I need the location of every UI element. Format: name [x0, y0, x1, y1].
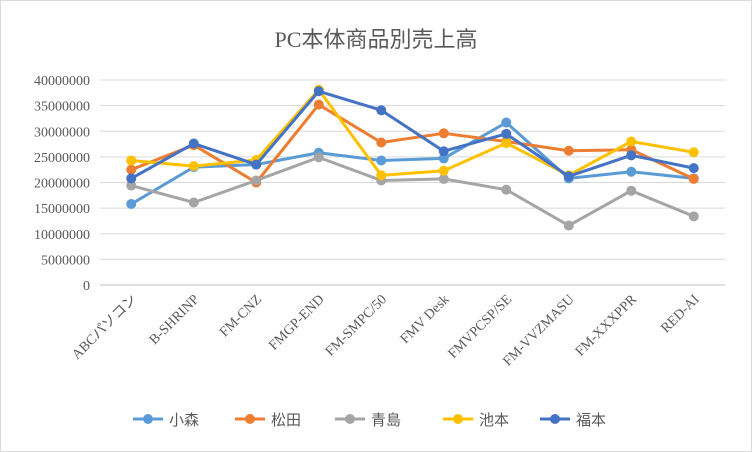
legend: 小森 松田 青島 池本 福本	[133, 412, 606, 429]
series-line	[131, 88, 695, 177]
series-line	[130, 89, 695, 180]
y-tick-label: 25000000	[34, 151, 90, 166]
data-point	[251, 159, 262, 170]
gridlines	[100, 79, 725, 286]
legend-label: 池本	[479, 412, 509, 429]
x-tick-label: FMGP-END	[266, 292, 327, 353]
series-lines	[126, 84, 699, 231]
data-point	[688, 211, 699, 222]
data-point	[188, 197, 199, 208]
data-point	[688, 163, 699, 174]
x-tick-label: RED-AI	[658, 292, 702, 336]
data-point	[376, 105, 387, 116]
y-tick-label: 15000000	[34, 202, 90, 217]
data-point	[313, 152, 324, 163]
y-tick-label: 40000000	[34, 74, 90, 89]
data-point	[376, 155, 387, 166]
data-point	[563, 171, 574, 182]
data-point	[126, 180, 137, 191]
data-point	[626, 166, 637, 177]
y-tick-label: 10000000	[34, 228, 90, 243]
chart-title: PC本体商品別売上高	[275, 27, 478, 52]
data-point	[188, 161, 199, 172]
x-tick-label: FMV Desk	[398, 292, 453, 347]
data-point	[438, 146, 449, 157]
legend-marker	[143, 414, 153, 424]
x-tick-label: B-SHRINP	[147, 292, 203, 348]
data-point	[376, 137, 387, 148]
y-tick-label: 35000000	[34, 100, 90, 115]
data-point	[501, 117, 512, 128]
y-tick-label: 5000000	[41, 253, 90, 268]
data-point	[313, 86, 324, 97]
data-point	[626, 150, 637, 161]
data-point	[126, 164, 137, 175]
y-tick-label: 30000000	[34, 125, 90, 140]
x-tick-label: FMVPCSP/SE	[446, 292, 515, 361]
data-point	[438, 165, 449, 176]
legend-marker	[453, 414, 463, 424]
data-point	[188, 138, 199, 149]
data-point	[438, 153, 449, 164]
data-point	[501, 184, 512, 195]
data-point	[376, 170, 387, 181]
data-point	[563, 220, 574, 231]
data-point	[501, 138, 512, 149]
y-axis: 0 5000000 10000000 15000000 20000000 25000000…	[34, 74, 90, 294]
legend-marker	[345, 414, 355, 424]
data-point	[501, 128, 512, 139]
x-tick-label: FM-XXXPPR	[573, 292, 641, 360]
data-point	[688, 147, 699, 158]
data-point	[438, 173, 449, 184]
series-line	[130, 155, 695, 228]
data-point	[626, 185, 637, 196]
x-tick-label: FM-CNZ	[217, 292, 265, 340]
legend-marker	[245, 414, 255, 424]
series-line	[130, 121, 694, 206]
data-point	[126, 199, 137, 210]
y-tick-label: 0	[83, 279, 90, 294]
data-point	[438, 128, 449, 139]
data-point	[313, 99, 324, 110]
y-tick-label: 20000000	[34, 177, 90, 192]
data-point	[688, 173, 699, 184]
series-line	[130, 103, 695, 184]
data-point	[626, 136, 637, 147]
data-point	[563, 145, 574, 156]
data-point	[251, 175, 262, 186]
data-point	[126, 155, 137, 166]
x-tick-label: ABCパソコン	[69, 292, 140, 363]
x-tick-label: FM-SMPC/50	[323, 292, 390, 359]
legend-label: 青島	[371, 412, 401, 429]
data-point	[126, 173, 137, 184]
legend-marker	[550, 414, 560, 424]
legend-label: 福本	[576, 412, 606, 429]
legend-label: 松田	[271, 412, 301, 429]
legend-label: 小森	[169, 412, 199, 429]
